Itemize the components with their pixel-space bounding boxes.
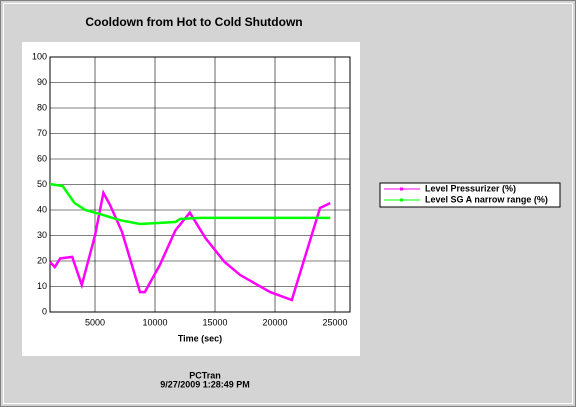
y-tick-label: 70: [37, 128, 47, 138]
plot: 0 10 20 30 40 50 60 70 80 90 100 5000 10000 15000 2000…: [32, 51, 351, 327]
window-bevel: [3, 3, 573, 404]
footer-text: PCTran: [189, 370, 221, 380]
legend-marker: [400, 198, 403, 202]
y-tick-label: 60: [37, 153, 47, 163]
x-tick-label: 10000: [142, 317, 167, 327]
y-tick-label: 0: [42, 306, 47, 316]
series-line: [49, 189, 331, 302]
x-tick-label: 15000: [202, 317, 227, 327]
x-tick-label: 5000: [85, 317, 105, 327]
legend-marker: [400, 187, 403, 191]
y-tick-label: 40: [37, 204, 47, 214]
y-tick-label: 20: [37, 255, 47, 265]
y-tick-label: 100: [32, 51, 47, 61]
legend-label: Level SG A narrow range (%): [425, 194, 548, 204]
y-tick-label: 50: [37, 179, 47, 189]
x-tick-label: 20000: [262, 317, 287, 327]
y-tick-label: 10: [37, 281, 47, 291]
series-line: [49, 182, 331, 226]
footer-text: 9/27/2009 1:28:49 PM: [160, 379, 250, 389]
y-tick-label: 30: [37, 230, 47, 240]
x-axis-label: Time (sec): [178, 333, 222, 343]
chart-title: Cooldown from Hot to Cold Shutdown: [85, 15, 302, 29]
y-tick-label: 80: [37, 102, 47, 112]
legend-label: Level Pressurizer (%): [425, 183, 516, 193]
y-tick-label: 90: [37, 77, 47, 87]
legend-box: [379, 182, 561, 208]
x-tick-label: 25000: [322, 317, 347, 327]
